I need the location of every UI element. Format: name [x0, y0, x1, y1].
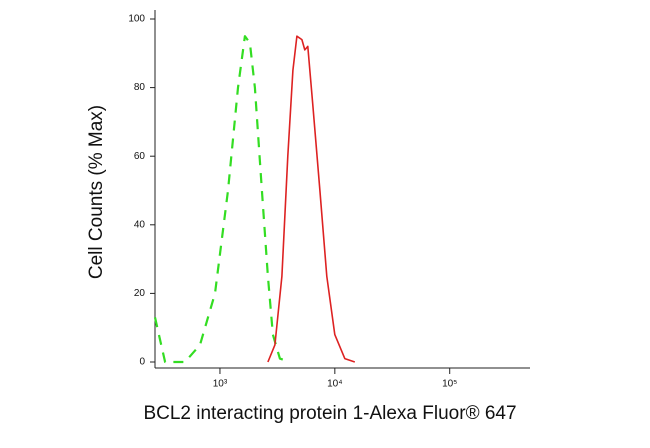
x-axis-label: BCL2 interacting protein 1-Alexa Fluor® … [143, 403, 516, 424]
y-tick-label: 100 [128, 14, 145, 25]
series-line [153, 35, 291, 364]
y-tick-label: 60 [134, 151, 146, 162]
series-line [267, 35, 356, 363]
y-tick-label: 20 [134, 288, 146, 299]
y-tick-label: 40 [134, 219, 146, 230]
x-tick-label: 10³ [213, 379, 228, 390]
y-axis-label: Cell Counts (% Max) [86, 105, 107, 279]
y-tick-label: 80 [134, 82, 146, 93]
x-tick-label: 10⁴ [327, 379, 342, 390]
x-tick-label: 10⁵ [442, 379, 457, 390]
y-tick-label: 0 [139, 357, 145, 368]
